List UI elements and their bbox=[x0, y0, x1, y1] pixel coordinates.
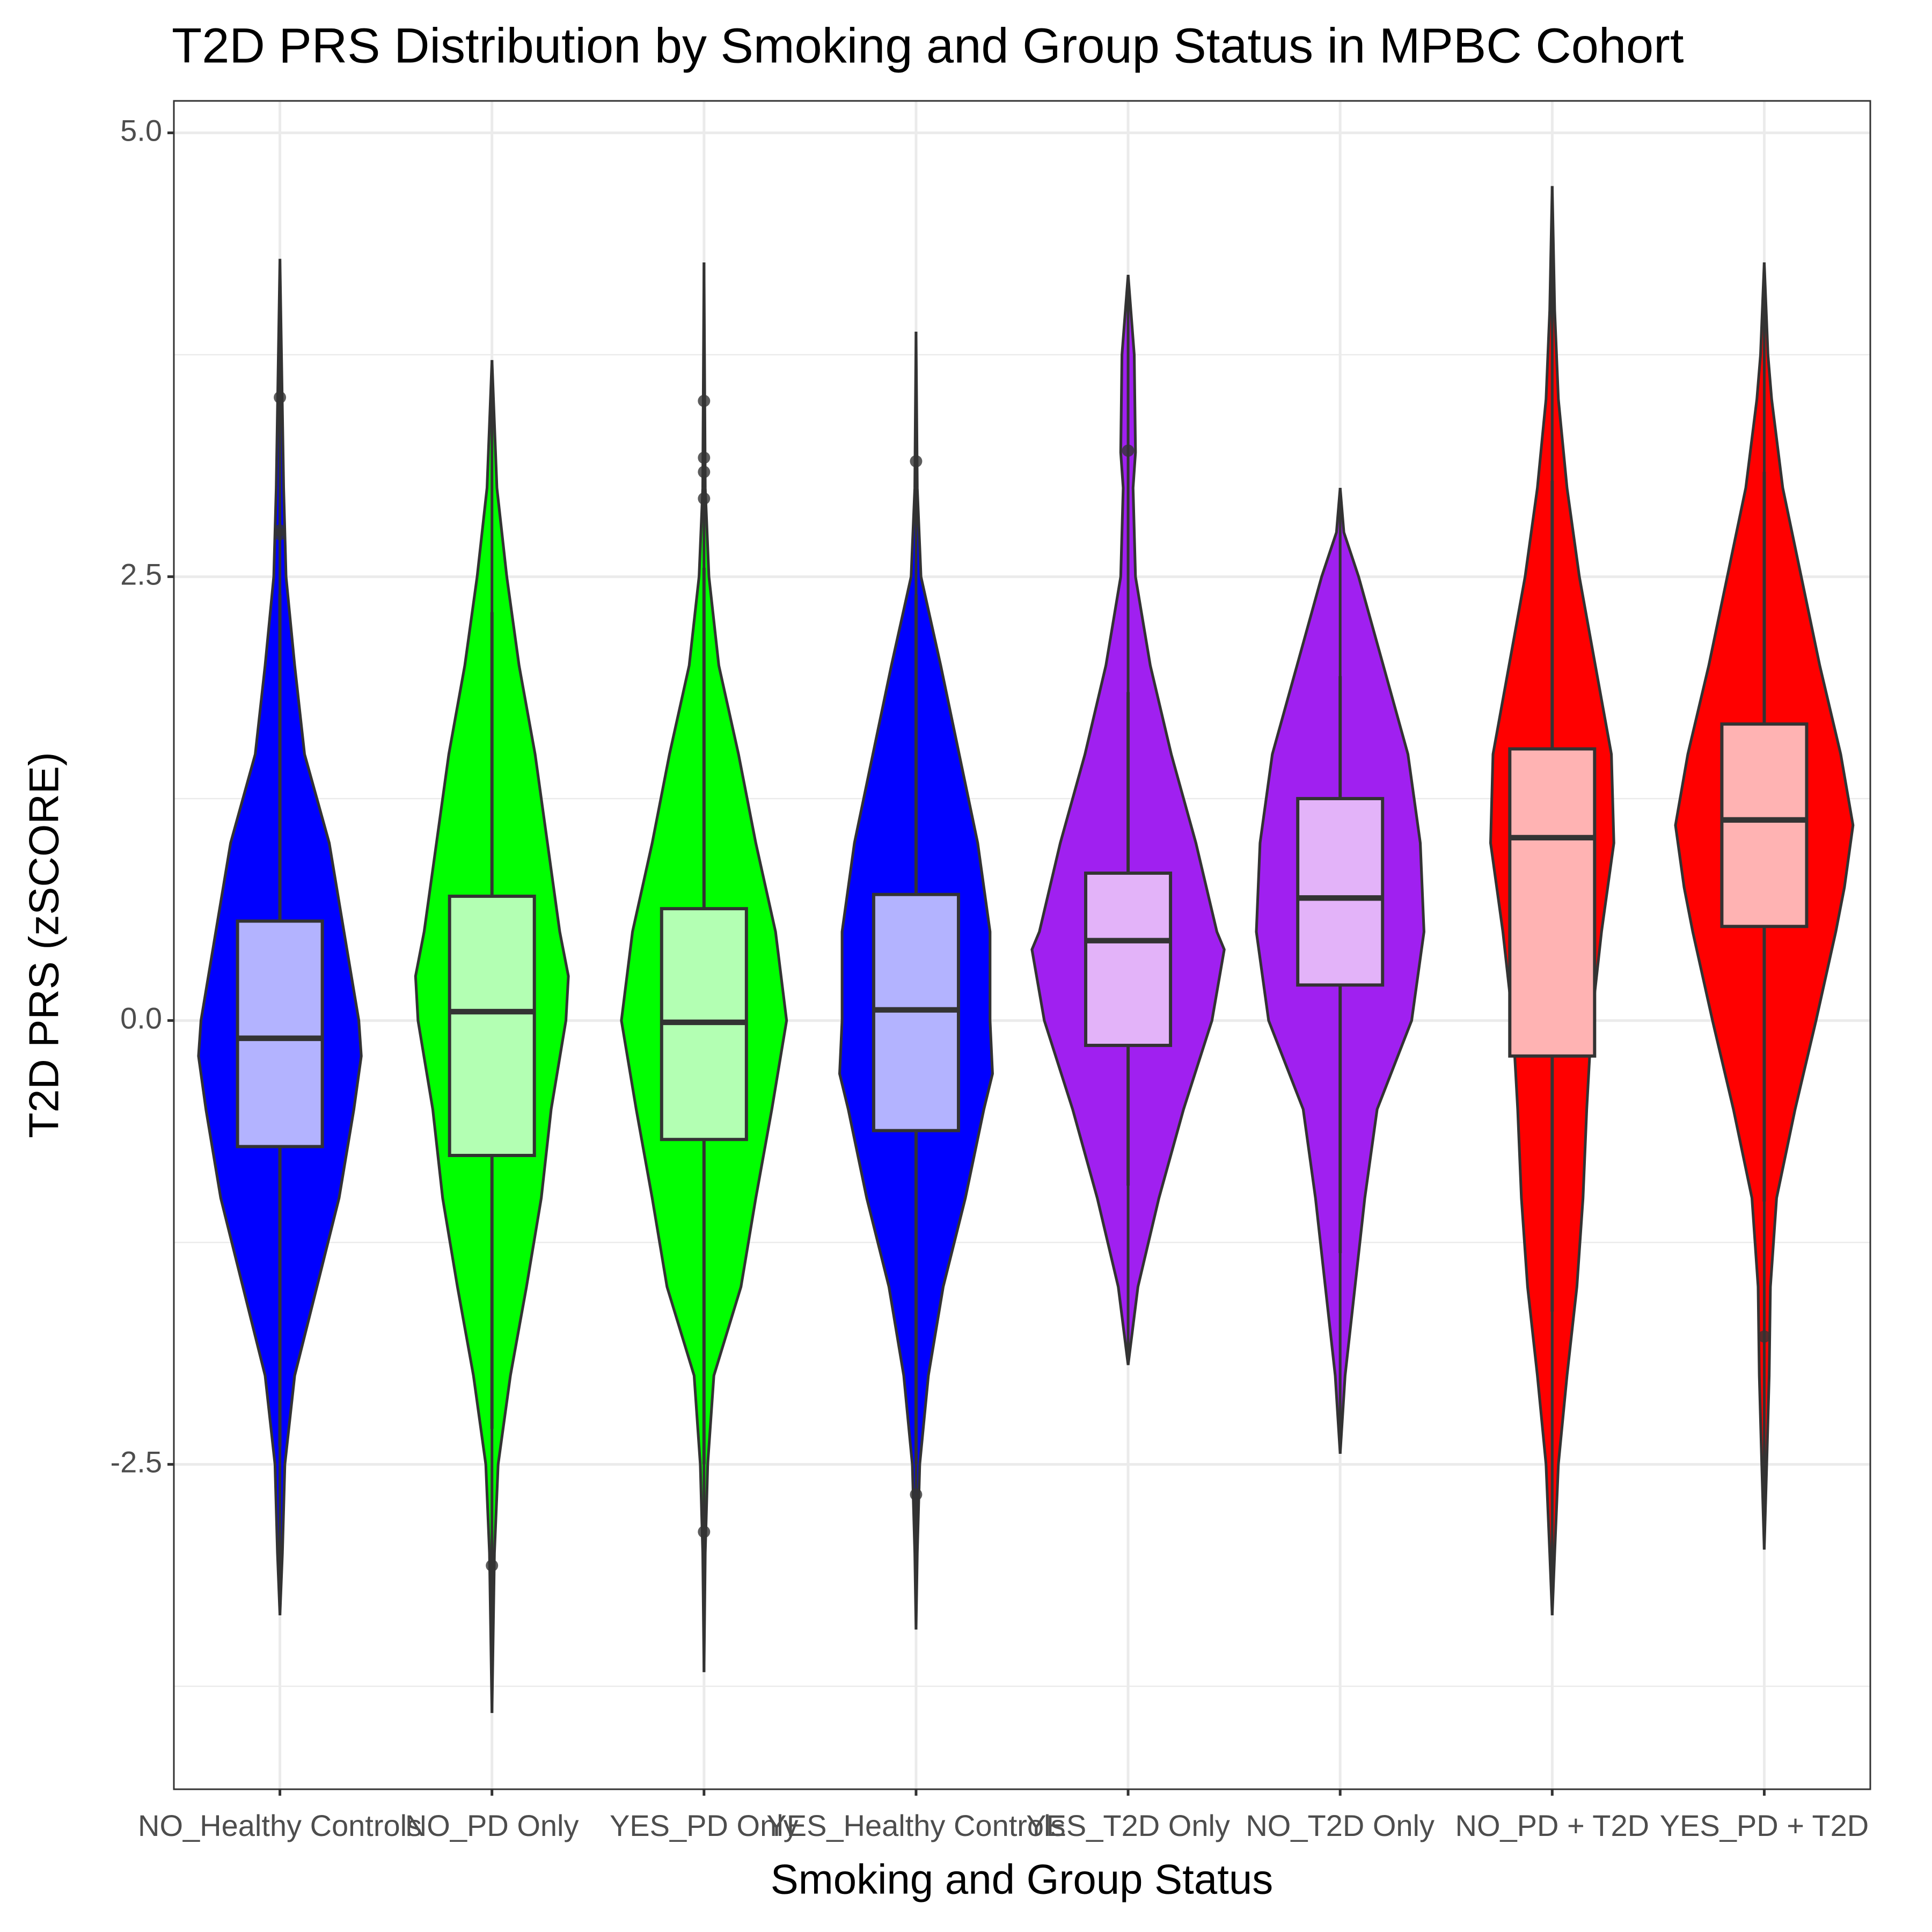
box bbox=[1084, 872, 1173, 1047]
x-tick-label: NO_T2D Only bbox=[1246, 1809, 1435, 1842]
box bbox=[1720, 722, 1809, 928]
x-tick-label: YES_T2D Only bbox=[1026, 1809, 1230, 1842]
y-tick-label: -2.5 bbox=[111, 1445, 163, 1479]
y-tick-label: 5.0 bbox=[120, 113, 162, 147]
outlier bbox=[1758, 1330, 1770, 1343]
box bbox=[1296, 797, 1385, 987]
x-tick-label: NO_PD + T2D bbox=[1455, 1809, 1650, 1842]
y-axis-title: T2D PRS (zSCORE) bbox=[20, 752, 68, 1138]
outlier bbox=[698, 394, 711, 407]
outlier bbox=[910, 1488, 923, 1501]
outlier bbox=[698, 492, 711, 505]
outlier bbox=[486, 1559, 499, 1572]
outlier bbox=[910, 455, 923, 468]
x-tick-label: NO_Healthy Controls bbox=[138, 1809, 422, 1842]
x-tick-label: YES_Healthy Controls bbox=[766, 1809, 1065, 1842]
y-tick-label: 2.5 bbox=[120, 557, 162, 591]
x-tick-label: NO_PD Only bbox=[405, 1809, 579, 1842]
outlier bbox=[698, 1525, 711, 1538]
box bbox=[1508, 747, 1597, 1058]
outlier bbox=[274, 391, 287, 404]
outlier bbox=[698, 465, 711, 478]
box bbox=[236, 919, 324, 1148]
outlier bbox=[698, 451, 711, 464]
panel-border bbox=[173, 100, 1871, 1790]
outlier bbox=[1122, 444, 1135, 457]
y-tick-label: 0.0 bbox=[120, 1001, 162, 1035]
box bbox=[448, 895, 536, 1157]
x-tick-label: YES_PD + T2D bbox=[1660, 1809, 1869, 1842]
outlier bbox=[274, 528, 287, 540]
x-tick-label: YES_PD Only bbox=[610, 1809, 799, 1842]
chart-title: T2D PRS Distribution by Smoking and Grou… bbox=[172, 18, 1684, 73]
x-axis-title: Smoking and Group Status bbox=[771, 1856, 1274, 1903]
